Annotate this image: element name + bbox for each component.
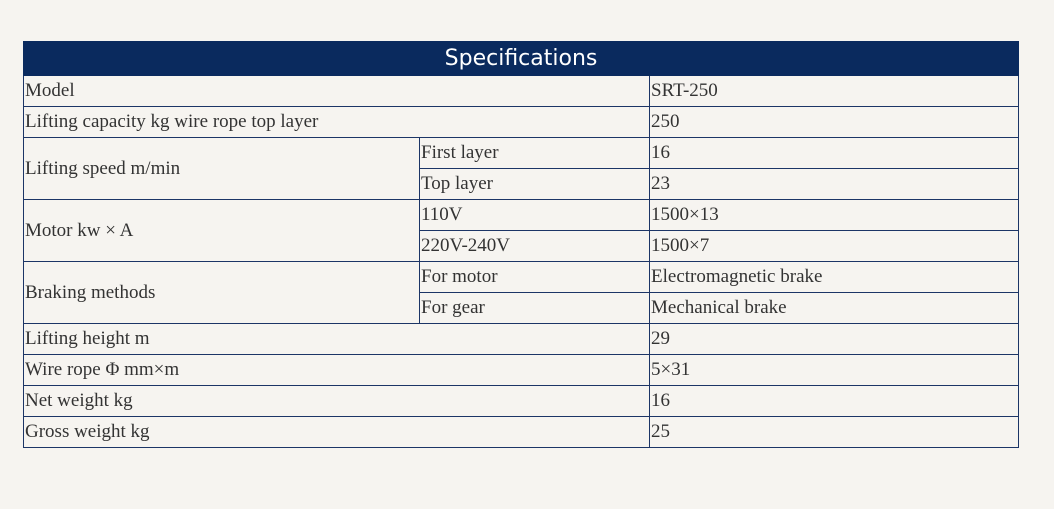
spec-table: Specifications Model SRT-250 Lifting capa… xyxy=(22,41,1020,448)
cell: Model xyxy=(23,75,650,107)
cell: Electromagnetic brake xyxy=(648,261,1020,293)
cell: First layer xyxy=(419,137,650,169)
cell: 16 xyxy=(648,137,1020,169)
cell: Top layer xyxy=(419,168,650,200)
cell: Braking methods xyxy=(23,261,420,324)
cell: Net weight kg xyxy=(23,385,650,417)
row: Lifting capacity kg wire rope top layer 2… xyxy=(23,106,1020,138)
cell: 25 xyxy=(648,416,1020,448)
cell: 110V xyxy=(419,199,650,231)
cell: 220V-240V xyxy=(419,230,650,262)
header-row: Specifications xyxy=(22,41,1020,76)
cell: Motor kw × A xyxy=(23,199,420,262)
cell: Mechanical brake xyxy=(648,292,1020,324)
cell: Wire rope Φ mm×m xyxy=(23,354,650,386)
cell: 1500×7 xyxy=(648,230,1020,262)
row: Top layer 23 xyxy=(24,168,1020,200)
row: 220V-240V 1500×7 xyxy=(24,230,1020,262)
cell: Gross weight kg xyxy=(23,416,650,448)
cell: SRT-250 xyxy=(648,75,1020,107)
cell: 16 xyxy=(648,385,1020,417)
cell: 5×31 xyxy=(648,354,1020,386)
cell: 23 xyxy=(648,168,1020,200)
row: Lifting speed m/min First layer 16 xyxy=(23,137,1020,200)
row: Lifting height m 29 xyxy=(23,323,1020,355)
cell: 29 xyxy=(648,323,1020,355)
cell: Lifting capacity kg wire rope top layer xyxy=(23,106,650,138)
row: Wire rope Φ mm×m 5×31 xyxy=(23,354,1020,386)
row: Gross weight kg 25 xyxy=(23,416,1020,448)
table-title: Specifications xyxy=(22,41,1020,76)
row: For gear Mechanical brake xyxy=(24,292,1020,324)
cell: Lifting speed m/min xyxy=(23,137,420,200)
cell: For motor xyxy=(419,261,650,293)
cell: For gear xyxy=(419,292,650,324)
cell: 250 xyxy=(648,106,1020,138)
row: Braking methods For motor Electromagnetic … xyxy=(23,261,1020,324)
row: Net weight kg 16 xyxy=(23,385,1020,417)
cell: Lifting height m xyxy=(23,323,650,355)
row: Model SRT-250 xyxy=(23,75,1020,107)
row: Motor kw × A 110V 1500×13 xyxy=(23,199,1020,262)
cell: 1500×13 xyxy=(648,199,1020,231)
